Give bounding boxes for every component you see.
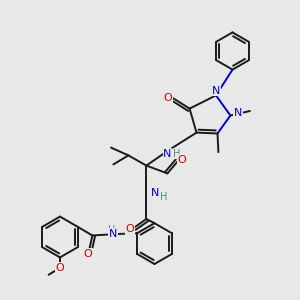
Text: N: N <box>109 229 117 239</box>
Text: O: O <box>125 224 134 234</box>
Text: N: N <box>212 85 220 96</box>
Text: N: N <box>163 148 172 159</box>
Text: H: H <box>108 225 116 236</box>
Text: H: H <box>160 191 167 202</box>
Text: N: N <box>151 188 159 198</box>
Text: O: O <box>164 93 172 103</box>
Text: N: N <box>234 107 242 118</box>
Text: O: O <box>84 249 93 259</box>
Text: O: O <box>56 263 64 273</box>
Text: O: O <box>177 154 186 165</box>
Text: H: H <box>173 148 181 159</box>
